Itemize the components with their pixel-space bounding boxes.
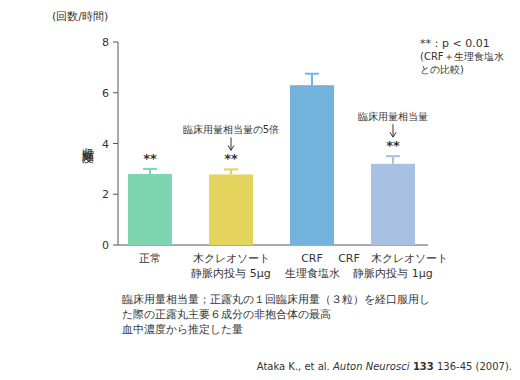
y-tick xyxy=(113,245,118,246)
citation: Ataka K., et al. Auton Neurosci 133 136-… xyxy=(257,361,512,372)
error-cap xyxy=(143,168,157,170)
significance: ** xyxy=(143,151,157,166)
error-stem xyxy=(392,156,394,164)
bar xyxy=(371,164,415,245)
label-line: 生理食塩水 xyxy=(285,267,340,280)
error-cap xyxy=(224,168,238,170)
error-cap xyxy=(386,155,400,157)
arrow-head xyxy=(228,145,234,150)
citation-part: Ataka K., et al. xyxy=(257,361,330,372)
label-line: 静脈内投与 1μg xyxy=(353,267,432,280)
annotation-arrow xyxy=(393,124,394,136)
label-line: 木クレオソート xyxy=(193,252,270,265)
y-tick xyxy=(113,143,118,144)
bar xyxy=(209,174,253,245)
significance-note: **：p < 0.01 xyxy=(420,37,490,50)
bars xyxy=(128,74,415,245)
y-tick-label: 4 xyxy=(102,138,109,151)
error-bar xyxy=(305,74,319,85)
footnote: 臨床用量相当量；正露丸の１回臨床用量（３粒）を経口服用し xyxy=(122,293,430,305)
annotation: 臨床用量相当量 xyxy=(358,111,428,122)
significance-note: (CRF＋生理食塩水 xyxy=(420,51,504,62)
bar xyxy=(290,85,334,245)
label-line: CRF 木クレオソート xyxy=(338,252,448,265)
x-tick-label: CRF 木クレオソート静脈内投与 1μg xyxy=(338,252,448,280)
error-stem xyxy=(311,74,313,85)
citation-part: Auton Neurosci xyxy=(330,361,410,372)
label-line: CRF xyxy=(301,252,323,265)
y-tick xyxy=(113,92,118,93)
label-line: 静脈内投与 5μg xyxy=(191,267,270,280)
annotation-arrow xyxy=(231,137,232,149)
x-tick-label: 木クレオソート静脈内投与 5μg xyxy=(191,252,270,280)
chart: (回数/時間) 収縮頻度 0 2 4 6 8 ** ** 臨床用量相当量の5倍 ** 臨床用量相当量正… xyxy=(0,0,520,380)
citation-part: 133 xyxy=(409,361,433,372)
x-tick-label: 正常 xyxy=(139,252,161,265)
bar xyxy=(128,174,172,245)
y-label: 収縮頻度 xyxy=(81,138,95,164)
y-tick xyxy=(113,42,118,43)
significance: ** xyxy=(386,138,400,153)
citation-part: 136-45 (2007). xyxy=(434,361,512,372)
error-bar xyxy=(143,169,157,174)
y-tick-label: 6 xyxy=(102,87,109,100)
significance: ** xyxy=(224,151,238,166)
label-line: 正常 xyxy=(139,252,161,265)
x-tick-label: CRF 生理食塩水 xyxy=(285,252,340,280)
annotation: 臨床用量相当量の5倍 xyxy=(183,124,279,135)
arrow-head xyxy=(390,132,396,137)
error-bar xyxy=(224,169,238,174)
footnote: 血中濃度から推定した量 xyxy=(122,323,243,335)
y-tick-label: 2 xyxy=(102,188,109,201)
y-tick xyxy=(113,194,118,195)
y-tick-label: 0 xyxy=(102,239,109,252)
error-bar xyxy=(386,156,400,164)
y-tick-label: 8 xyxy=(102,36,109,49)
error-cap xyxy=(305,73,319,75)
significance-note: との比較) xyxy=(420,64,464,75)
y-unit: (回数/時間) xyxy=(52,10,108,23)
footnote: た際の正露丸主要６成分の非抱合体の最高 xyxy=(122,308,331,320)
